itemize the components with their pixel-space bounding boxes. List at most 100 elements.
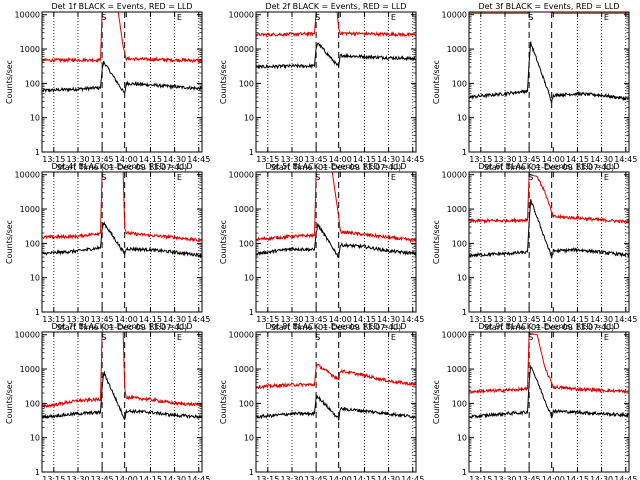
y-tick-label: 100 [452, 79, 467, 88]
chart-title: Det 3f BLACK = Events, RED = LLD [478, 2, 619, 11]
y-tick-label: 1000 [20, 365, 40, 374]
x-tick-label: 13:45 [518, 155, 541, 164]
chart-title: Det 9f BLACK = Events, RED = LLD [478, 322, 619, 331]
x-tick-label: 13:30 [280, 475, 303, 480]
start-marker: S [101, 333, 106, 342]
plot-frame [255, 171, 417, 313]
chart-panel-5: 1 10 100 1000 10000 13:15 13:30 13:45 14:00 14:15… [219, 162, 424, 332]
y-tick-label: 100 [239, 79, 254, 88]
chart-title: Det 1f BLACK = Events, RED = LLD [51, 2, 192, 11]
end-marker: E [604, 333, 609, 342]
x-tick-label: 14:30 [163, 475, 186, 480]
y-axis-label: Counts/sec [432, 60, 441, 104]
y-axis-label: Counts/sec [219, 380, 228, 424]
x-tick-label: 14:15 [353, 155, 376, 164]
y-tick-label: 10 [457, 114, 467, 123]
y-tick-label: 10000 [229, 171, 254, 180]
x-tick-label: 14:30 [163, 315, 186, 324]
x-tick-label: 13:15 [256, 475, 279, 480]
plot-frame [468, 11, 630, 153]
chart-panel-8: 1 10 100 1000 10000 13:15 13:30 13:45 14:00 14:15… [219, 322, 424, 480]
x-tick-label: 13:15 [469, 475, 492, 480]
lld-series-line [256, 172, 416, 244]
lld-series-line [469, 332, 629, 395]
x-tick-label: 14:30 [377, 315, 400, 324]
x-axis-label: Start Time (01-Dec-09 13:07:40) [271, 163, 402, 172]
y-tick-label: 1 [462, 468, 467, 477]
x-tick-label: 13:30 [493, 315, 516, 324]
x-tick-label: 14:15 [139, 475, 162, 480]
x-tick-label: 13:15 [469, 315, 492, 324]
y-tick-label: 1 [249, 148, 254, 157]
y-tick-label: 10000 [15, 331, 40, 340]
x-tick-label: 13:45 [91, 475, 114, 480]
start-marker: S [101, 173, 106, 182]
x-tick-label: 14:45 [401, 315, 424, 324]
x-tick-label: 13:30 [280, 315, 303, 324]
x-tick-label: 14:15 [566, 475, 589, 480]
y-tick-label: 100 [452, 399, 467, 408]
x-tick-label: 14:45 [401, 475, 424, 480]
events-series-line [256, 223, 416, 259]
y-tick-label: 1 [249, 308, 254, 317]
y-tick-label: 100 [239, 399, 254, 408]
x-tick-label: 13:15 [42, 475, 65, 480]
x-tick-label: 14:00 [329, 155, 352, 164]
start-marker: S [315, 13, 320, 22]
plot-frame [255, 11, 417, 153]
y-tick-label: 10000 [15, 11, 40, 20]
y-tick-label: 1000 [20, 45, 40, 54]
y-tick-label: 10 [244, 434, 254, 443]
chart-title: Det 5f BLACK = Events, RED = LLD [265, 162, 406, 171]
x-tick-label: 13:30 [66, 155, 89, 164]
start-marker: S [528, 333, 533, 342]
plot-frame [468, 331, 630, 473]
y-tick-label: 10000 [229, 11, 254, 20]
y-axis-label: Counts/sec [432, 380, 441, 424]
x-tick-label: 14:15 [353, 315, 376, 324]
chart-panel-3: 1 10 100 1000 10000 13:15 13:30 13:45 14:00 14:15… [432, 2, 637, 172]
plot-frame [255, 331, 417, 473]
x-tick-label: 13:45 [91, 315, 114, 324]
x-tick-label: 14:00 [115, 155, 138, 164]
chart-title: Det 6f BLACK = Events, RED = LLD [478, 162, 619, 171]
y-tick-label: 10000 [442, 11, 467, 20]
x-axis-label: Start Time (01-Dec-09 13:07:40) [484, 323, 615, 332]
y-axis-label: Counts/sec [219, 60, 228, 104]
x-tick-label: 14:30 [590, 315, 613, 324]
x-tick-label: 14:15 [139, 155, 162, 164]
x-tick-label: 13:45 [305, 155, 328, 164]
x-tick-label: 14:15 [566, 155, 589, 164]
end-marker: E [391, 173, 396, 182]
chart-panel-7: 1 10 100 1000 10000 13:15 13:30 13:45 14:00 14:15… [5, 322, 210, 480]
x-tick-label: 14:30 [377, 475, 400, 480]
y-tick-label: 1000 [447, 365, 467, 374]
chart-panel-6: 1 10 100 1000 10000 13:15 13:30 13:45 14:00 14:15… [432, 162, 637, 332]
plot-frame [468, 171, 630, 313]
x-tick-label: 13:30 [66, 475, 89, 480]
chart-title: Det 7f BLACK = Events, RED = LLD [51, 322, 192, 331]
x-tick-label: 13:30 [493, 475, 516, 480]
y-tick-label: 10 [30, 274, 40, 283]
chart-panel-9: 1 10 100 1000 10000 13:15 13:30 13:45 14:00 14:15… [432, 322, 637, 480]
events-series-line [469, 364, 629, 420]
events-series-line [42, 60, 202, 95]
x-tick-label: 14:00 [542, 315, 565, 324]
events-series-line [469, 41, 629, 103]
plot-frame [41, 331, 203, 473]
y-tick-label: 10 [244, 114, 254, 123]
y-tick-label: 10 [30, 114, 40, 123]
y-tick-label: 10 [457, 274, 467, 283]
x-tick-label: 14:45 [614, 475, 637, 480]
chart-panel-4: 1 10 100 1000 10000 13:15 13:30 13:45 14:00 14:15… [5, 162, 210, 332]
x-tick-label: 13:45 [305, 475, 328, 480]
plot-frame [41, 11, 203, 153]
y-axis-label: Counts/sec [5, 60, 14, 104]
start-marker: S [315, 173, 320, 182]
x-tick-label: 14:00 [115, 475, 138, 480]
y-tick-label: 10 [30, 434, 40, 443]
start-marker: S [528, 13, 533, 22]
y-tick-label: 10 [244, 274, 254, 283]
lld-series-line [42, 332, 202, 409]
